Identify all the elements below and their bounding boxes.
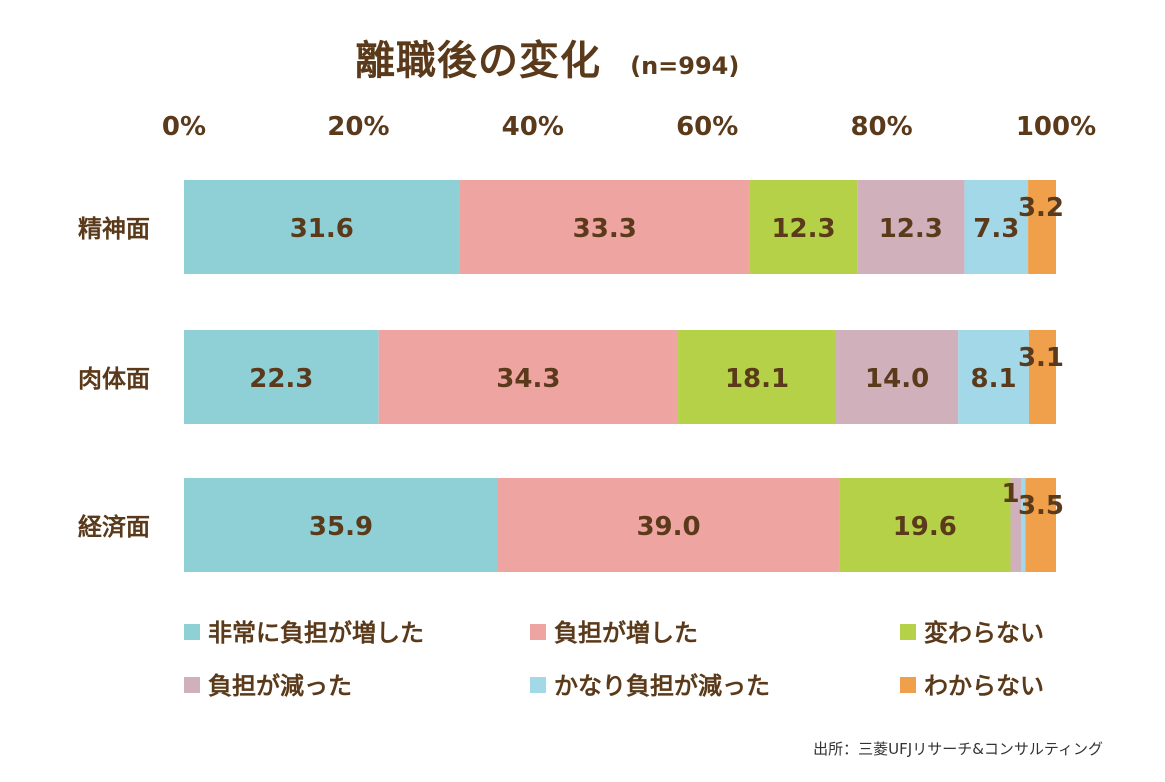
source-note: 出所：三菱UFJリサーチ&コンサルティング xyxy=(813,740,1103,758)
legend-swatch xyxy=(530,677,546,693)
data-label: 39.0 xyxy=(636,512,700,542)
x-tick-label: 100% xyxy=(1016,112,1096,142)
data-label: 12.3 xyxy=(879,214,943,244)
legend-label: 負担が増した xyxy=(554,619,698,647)
bar-segment xyxy=(497,478,840,572)
bar-segment xyxy=(1021,478,1026,572)
data-label: 3.2 xyxy=(1018,193,1064,223)
data-label: 14.0 xyxy=(865,364,929,394)
data-label: 35.9 xyxy=(309,512,373,542)
category-label: 経済面 xyxy=(78,513,150,541)
legend-label: 負担が減った xyxy=(208,672,352,700)
category-label: 精神面 xyxy=(78,215,150,243)
bar-segment xyxy=(378,330,679,424)
chart-title: 離職後の変化 xyxy=(355,38,601,84)
legend-label: かなり負担が減った xyxy=(554,672,770,700)
bar-segment xyxy=(1010,478,1022,572)
x-tick-label: 80% xyxy=(850,112,912,142)
legend-label: わからない xyxy=(924,672,1044,700)
data-label: 22.3 xyxy=(249,364,313,394)
legend-swatch xyxy=(900,677,916,693)
data-label: 7.3 xyxy=(973,214,1019,244)
x-tick-label: 60% xyxy=(676,112,738,142)
legend-swatch xyxy=(900,624,916,640)
bar-segment xyxy=(459,180,750,274)
x-tick-label: 0% xyxy=(162,112,206,142)
data-label: 19.6 xyxy=(893,512,957,542)
data-label: 34.3 xyxy=(496,364,560,394)
data-label: 3.5 xyxy=(1018,491,1064,521)
bar-segment xyxy=(184,330,379,424)
bar-segment xyxy=(839,478,1011,572)
bar-segment xyxy=(836,330,959,424)
data-label: 18.1 xyxy=(725,364,789,394)
data-label: 12.3 xyxy=(771,214,835,244)
bar-segment xyxy=(184,478,498,572)
bar-segment xyxy=(1025,478,1056,572)
bar-segment xyxy=(857,180,965,274)
x-tick-label: 20% xyxy=(327,112,389,142)
bar-segment xyxy=(958,330,1029,424)
category-label: 肉体面 xyxy=(78,365,150,393)
bar-segment xyxy=(1028,180,1056,274)
data-label: 33.3 xyxy=(573,214,637,244)
bar-segment xyxy=(678,330,837,424)
bar-segment xyxy=(964,180,1029,274)
data-label: 31.6 xyxy=(290,214,354,244)
bar-segment xyxy=(749,180,858,274)
chart-subtitle: (n=994) xyxy=(630,52,740,80)
x-tick-label: 40% xyxy=(502,112,564,142)
chart-title-block: 離職後の変化 (n=994) xyxy=(355,28,739,86)
bar-segment xyxy=(184,180,460,274)
legend-label: 非常に負担が増した xyxy=(208,619,424,647)
legend-label: 変わらない xyxy=(924,619,1044,647)
data-label: 8.1 xyxy=(971,364,1017,394)
legend-swatch xyxy=(184,677,200,693)
legend-swatch xyxy=(530,624,546,640)
data-label: 3.1 xyxy=(1018,343,1064,373)
legend-swatch xyxy=(184,624,200,640)
bar-segment xyxy=(1028,330,1056,424)
